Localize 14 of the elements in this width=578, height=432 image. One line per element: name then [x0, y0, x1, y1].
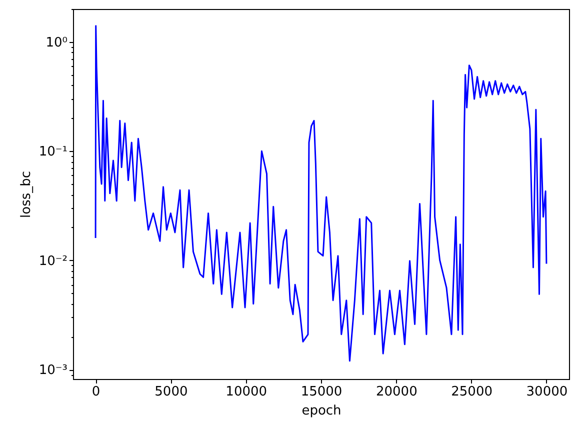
y-tick-label: 10⁻³ [38, 363, 68, 378]
x-tick-label: 20000 [376, 384, 418, 400]
x-tick-label: 10000 [226, 384, 268, 400]
line-series [94, 25, 548, 362]
y-tick-label: 10⁻¹ [38, 144, 68, 160]
y-axis-title: loss_bc [18, 170, 34, 218]
x-axis-title: epoch [302, 404, 342, 418]
x-tick-label: 15000 [300, 384, 342, 400]
x-tick-label: 30000 [526, 384, 568, 400]
y-tick-label: 10⁻² [38, 254, 68, 269]
y-tick-label: 10⁰ [46, 35, 68, 50]
x-tick-label: 0 [92, 384, 100, 400]
x-tick-label: 5000 [154, 384, 188, 400]
x-tick-label: 25000 [451, 384, 492, 400]
